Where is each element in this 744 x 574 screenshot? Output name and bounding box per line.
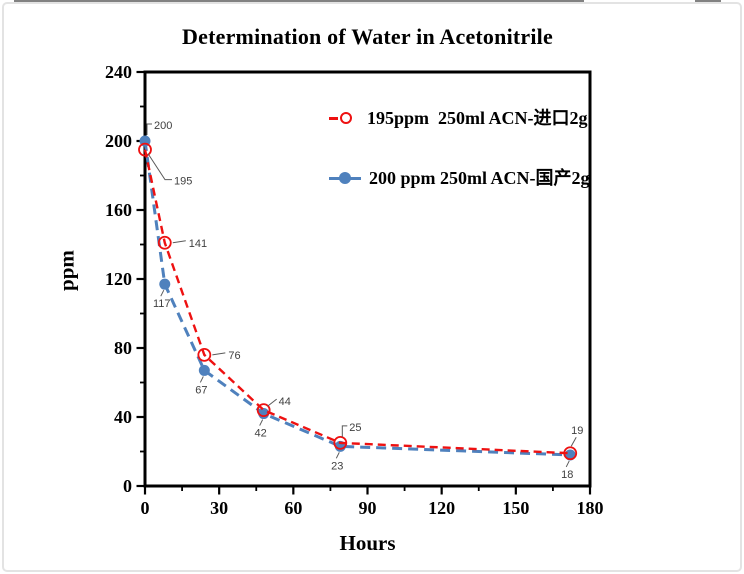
data-point-label: 44 xyxy=(279,396,291,408)
label-leader-line xyxy=(160,289,165,297)
series-line-domestic xyxy=(143,140,571,457)
screen-edge-artifact xyxy=(695,0,721,2)
label-leader-line xyxy=(259,419,264,426)
data-point-label: 76 xyxy=(228,350,240,362)
data-point-label: 18 xyxy=(561,469,573,481)
legend-item-imported: 195ppm 250ml ACN-进口2g xyxy=(329,108,590,128)
data-point-marker-open xyxy=(256,403,271,418)
data-point-marker-filled xyxy=(198,364,210,376)
y-tick-label: 240 xyxy=(105,62,132,82)
label-leader-line xyxy=(570,436,577,447)
y-tick-label: 40 xyxy=(114,407,132,427)
x-tick-label: 150 xyxy=(502,498,529,518)
label-leader-line xyxy=(335,452,340,459)
label-leader-line xyxy=(147,153,172,181)
data-point-label: 67 xyxy=(195,384,207,396)
y-tick-label: 120 xyxy=(105,269,132,289)
legend-label-domestic: 200 ppm 250ml ACN-国产2g xyxy=(369,168,590,188)
label-leader-line xyxy=(341,425,348,437)
y-tick-label: 200 xyxy=(105,131,132,151)
data-point-marker-open xyxy=(563,446,578,461)
x-tick-label: 120 xyxy=(428,498,455,518)
x-axis-title: Hours xyxy=(339,531,396,555)
chart-title: Determination of Water in Acetonitrile xyxy=(182,24,553,49)
x-tick-label: 60 xyxy=(284,498,302,518)
x-tick-label: 30 xyxy=(210,498,228,518)
data-point-label: 42 xyxy=(255,428,267,440)
screen-edge-artifact xyxy=(14,0,584,2)
data-point-label: 200 xyxy=(154,120,172,132)
data-point-marker-open xyxy=(197,347,212,362)
red-dashed-open-circle-marker-icon xyxy=(329,112,359,124)
label-leader-line xyxy=(267,398,277,407)
data-point-marker-filled xyxy=(159,278,171,290)
y-tick-label: 160 xyxy=(105,200,132,220)
legend-item-domestic: 200 ppm 250ml ACN-国产2g xyxy=(329,168,590,188)
label-leader-line xyxy=(172,240,186,244)
label-leader-line xyxy=(565,460,570,468)
x-tick-label: 90 xyxy=(359,498,377,518)
label-leader-line xyxy=(199,376,204,383)
data-point-label: 117 xyxy=(153,298,171,310)
data-point-label: 141 xyxy=(189,238,207,250)
data-point-label: 19 xyxy=(571,425,583,437)
data-point-label: 195 xyxy=(174,176,192,188)
label-leader-line xyxy=(146,123,152,135)
data-point-marker-open xyxy=(138,142,152,157)
chart-legend: 195ppm 250ml ACN-进口2g 200 ppm 250ml ACN-… xyxy=(329,108,590,188)
blue-line-filled-circle-marker-icon xyxy=(329,172,361,184)
data-point-label: 25 xyxy=(349,422,361,434)
label-leader-line xyxy=(212,352,226,356)
legend-label-imported: 195ppm 250ml ACN-进口2g xyxy=(367,108,588,128)
y-tick-label: 80 xyxy=(114,338,132,358)
x-tick-label: 0 xyxy=(141,498,150,518)
series-line-imported xyxy=(143,149,571,455)
data-point-label: 23 xyxy=(331,460,343,472)
data-point-marker-open xyxy=(157,235,172,250)
x-tick-label: 180 xyxy=(577,498,604,518)
data-point-marker-open xyxy=(333,435,348,450)
y-tick-label: 0 xyxy=(123,476,132,496)
y-axis-title: ppm xyxy=(54,250,79,291)
